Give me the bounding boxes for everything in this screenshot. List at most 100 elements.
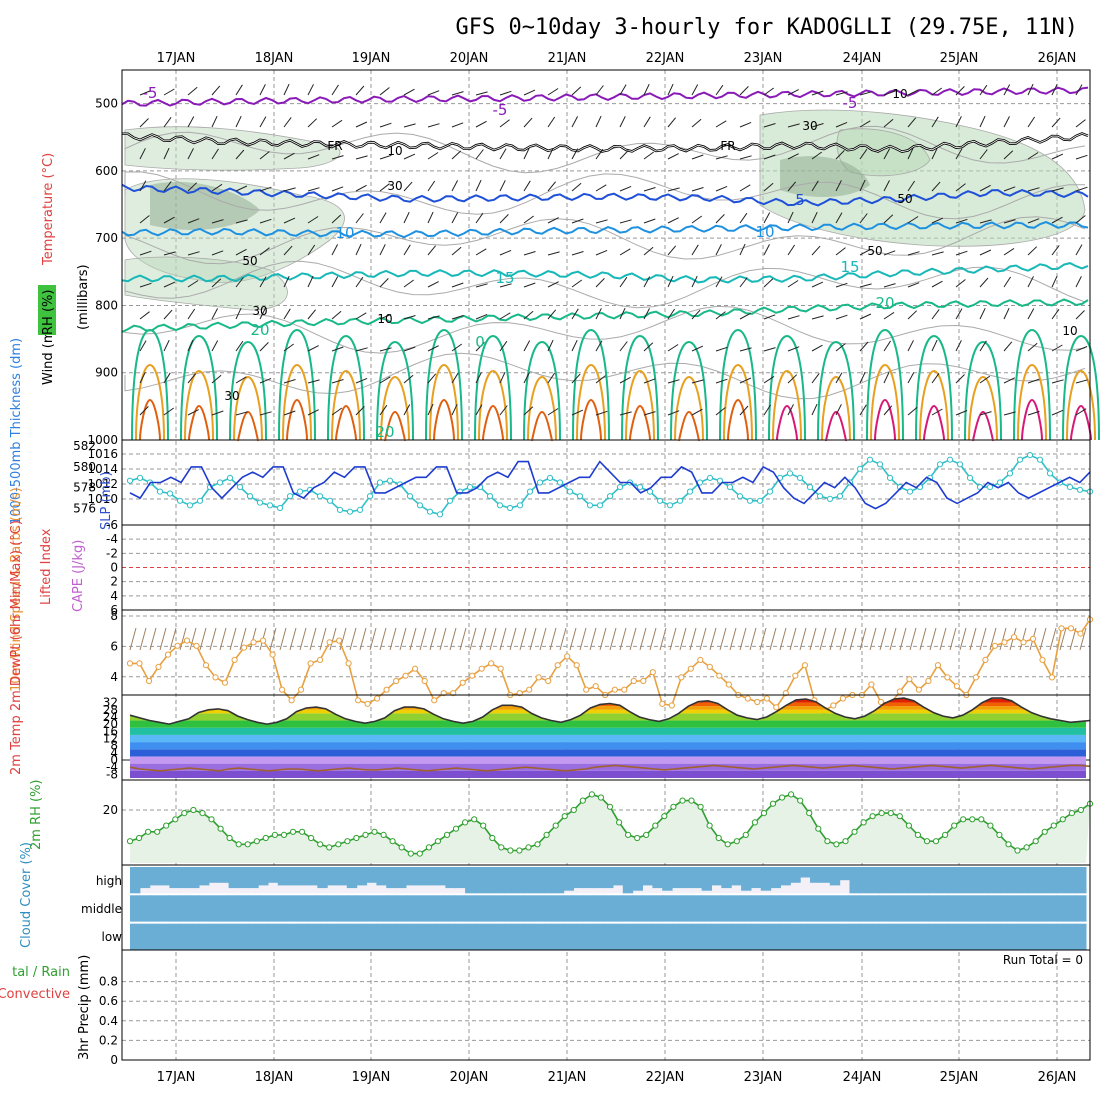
rh2m-point bbox=[697, 803, 704, 810]
cloud-bar-high bbox=[474, 867, 486, 894]
temperature-contour-loop bbox=[825, 410, 847, 442]
wind10-point bbox=[478, 665, 485, 672]
lifted-index-tick-label: 6 bbox=[110, 603, 118, 617]
temp-color-band bbox=[130, 770, 1086, 778]
wind10-point bbox=[1020, 639, 1027, 646]
rh-contour-label: 30 bbox=[252, 304, 267, 318]
date-label-top: 20JAN bbox=[450, 51, 489, 66]
temp-bands bbox=[130, 699, 1086, 778]
slp-point bbox=[446, 497, 454, 504]
wind-barb bbox=[643, 218, 656, 224]
wind10-point bbox=[934, 662, 942, 669]
wind10-barb bbox=[299, 627, 307, 651]
cloud-bar-low bbox=[474, 923, 486, 950]
rh2m-point bbox=[824, 838, 831, 845]
wind-barb bbox=[403, 315, 416, 320]
date-label-top: 25JAN bbox=[940, 51, 979, 66]
wind-barb bbox=[979, 84, 988, 96]
date-label-top: 22JAN bbox=[646, 51, 685, 66]
cloud-bar-high bbox=[898, 867, 910, 894]
cloud-bar-high bbox=[534, 867, 545, 894]
temperature-contour-loop bbox=[335, 404, 357, 441]
wind10-point bbox=[260, 637, 267, 644]
temperature-contour-loop bbox=[968, 375, 998, 441]
cloud-bar-low bbox=[957, 923, 969, 950]
slp-point bbox=[266, 502, 274, 509]
wind-barb bbox=[907, 147, 914, 160]
wind10-barb bbox=[1069, 627, 1077, 651]
cloud-bar-high bbox=[386, 867, 397, 889]
wind-barb bbox=[139, 372, 146, 384]
wind10-barb bbox=[449, 627, 457, 651]
wind10-point bbox=[725, 681, 732, 688]
rh2m-point bbox=[199, 810, 206, 817]
cloud-bar-middle bbox=[750, 895, 762, 922]
wind-barb bbox=[955, 148, 963, 160]
wind10-point bbox=[991, 642, 999, 649]
wind-barb bbox=[763, 87, 774, 96]
rh2m-point bbox=[996, 831, 1003, 839]
cloud-bar-middle bbox=[731, 895, 742, 922]
rh2m-point bbox=[760, 810, 768, 817]
wind-barb bbox=[139, 250, 152, 256]
cloud-bar-middle bbox=[888, 895, 900, 922]
rh2m-point bbox=[616, 819, 623, 826]
wind10-barb bbox=[939, 627, 947, 651]
wind10-barb bbox=[389, 627, 397, 651]
rh2m-point bbox=[425, 844, 432, 851]
wind-barb bbox=[787, 315, 800, 320]
slp-point bbox=[756, 497, 764, 504]
pressure-tick-label: 700 bbox=[95, 231, 118, 245]
rh2m-point bbox=[987, 822, 994, 829]
wind-barb bbox=[811, 403, 818, 416]
wind-barb bbox=[235, 149, 245, 160]
cloud-bar-low bbox=[849, 923, 860, 950]
temperature-contour-loop bbox=[425, 328, 463, 441]
cloud-bar-high bbox=[957, 867, 969, 894]
wind-barb bbox=[787, 211, 794, 224]
wind-barb bbox=[763, 182, 774, 192]
temperature-contour-loop bbox=[184, 369, 214, 441]
wind-barb bbox=[187, 251, 200, 256]
rh2m-point bbox=[299, 828, 306, 835]
wind-barb bbox=[883, 371, 890, 384]
pressure-tick-label: 900 bbox=[95, 366, 118, 380]
wind-barb bbox=[1051, 83, 1058, 96]
wind-barb bbox=[235, 376, 247, 384]
wind-barb bbox=[835, 404, 842, 416]
cloud-bar-middle bbox=[760, 895, 772, 922]
rh2m-point bbox=[507, 847, 514, 854]
rh-contour-label: 10 bbox=[377, 312, 392, 326]
wind-barb bbox=[379, 154, 392, 160]
rh-contour-label: 30 bbox=[802, 119, 817, 133]
wind10-barb bbox=[149, 627, 157, 651]
rh2m-point bbox=[525, 844, 532, 851]
wind-barb bbox=[211, 278, 222, 288]
cloud-bar-low bbox=[297, 923, 308, 950]
wind-barb bbox=[139, 118, 149, 128]
wind-barb bbox=[331, 186, 344, 192]
wind10-point bbox=[393, 677, 400, 685]
wind10-point bbox=[1058, 625, 1065, 632]
slp-tick-label: 1014 bbox=[87, 462, 118, 476]
cloud-bar-high bbox=[228, 867, 239, 889]
temperature-contour-loop bbox=[915, 334, 953, 441]
cloud-bar-middle bbox=[228, 895, 239, 922]
wind-barb bbox=[1027, 308, 1035, 320]
wind-barb bbox=[187, 280, 199, 288]
rh2m-point bbox=[969, 816, 976, 823]
temperature-contour-loop bbox=[768, 334, 806, 441]
rh-shading bbox=[150, 181, 260, 230]
rh2m-point bbox=[380, 831, 387, 839]
cloud-bar-high bbox=[810, 867, 821, 883]
wind10-barb bbox=[669, 627, 677, 651]
wind-barb bbox=[523, 282, 536, 288]
rh2m-point bbox=[860, 819, 867, 826]
temperature-contour-loop bbox=[331, 369, 361, 441]
cloud-bar-middle bbox=[849, 895, 860, 922]
temperature-contour-loop bbox=[629, 404, 651, 441]
slp-point bbox=[766, 488, 774, 495]
temp2m-line bbox=[129, 697, 1091, 725]
wind-barb bbox=[811, 281, 824, 288]
rh2m-point bbox=[679, 797, 686, 804]
